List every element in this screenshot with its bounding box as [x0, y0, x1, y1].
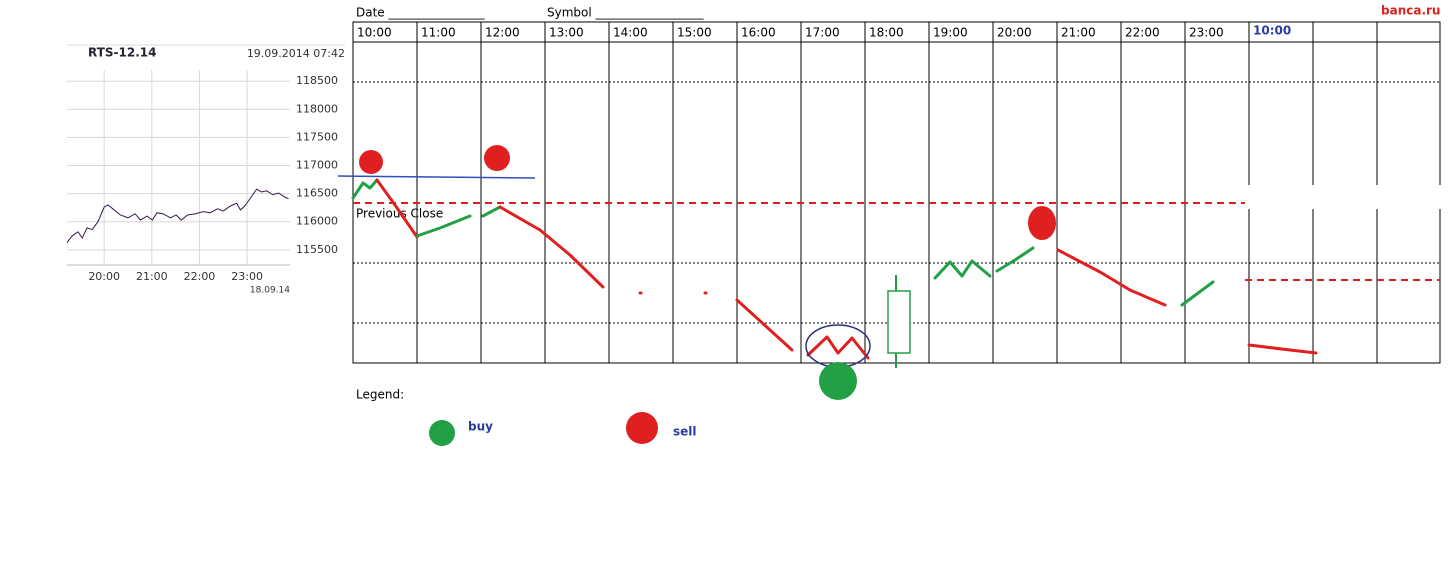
legend-buy: buy	[468, 420, 493, 434]
x-tick-label: 20:00	[88, 270, 120, 283]
hour-label: 15:00	[677, 26, 712, 40]
y-tick-label: 118500	[296, 74, 338, 87]
hour-label: 11:00	[421, 26, 456, 40]
hour-label: 19:00	[933, 26, 968, 40]
hour-label: 16:00	[741, 26, 776, 40]
hour-label: 10:00	[357, 26, 392, 40]
sell-marker	[359, 150, 383, 174]
hour-label: 22:00	[1125, 26, 1160, 40]
x-tick-label: 22:00	[184, 270, 216, 283]
hour-label: 13:00	[549, 26, 584, 40]
x-tick-label: 21:00	[136, 270, 168, 283]
x-tick-label: 23:00	[231, 270, 263, 283]
legend-buy-marker	[429, 420, 455, 446]
y-tick-label: 116000	[296, 215, 338, 228]
dotted-rows	[353, 81, 1440, 324]
hour-label: 12:00	[485, 26, 520, 40]
price-line	[66, 188, 289, 243]
y-tick-label: 116500	[296, 187, 338, 200]
hour-label: 18:00	[869, 26, 904, 40]
legend-sell-marker	[626, 412, 658, 444]
y-tick-label: 115500	[296, 243, 338, 256]
sell-marker	[484, 145, 510, 171]
hour-label: 10:00	[1253, 24, 1291, 38]
drawing	[351, 178, 1318, 360]
level-line	[337, 175, 536, 179]
y-tick-label: 118000	[296, 102, 338, 115]
brand: banca.ru	[1381, 4, 1440, 18]
columns	[416, 22, 1378, 363]
legend-sell: sell	[673, 425, 697, 439]
hour-label: 23:00	[1189, 26, 1224, 40]
hour-label: 20:00	[997, 26, 1032, 40]
y-tick-label: 117000	[296, 159, 338, 172]
buy-marker	[819, 362, 857, 400]
symbol-field: Symbol __________________	[547, 6, 705, 20]
hour-label: 21:00	[1061, 26, 1096, 40]
chart-subtitle: 19.09.2014 07:42	[247, 47, 345, 60]
date-field: Date ________________	[356, 6, 485, 20]
mini-chart: RTS-12.14 19.09.2014 07:42 18.09.14 1155…	[66, 44, 345, 296]
hour-label: 14:00	[613, 26, 648, 40]
hour-label: 17:00	[805, 26, 840, 40]
sheet: Date ________________ Symbol ___________…	[337, 4, 1445, 446]
chart-title: RTS-12.14	[88, 46, 156, 60]
candle-body	[887, 290, 911, 354]
y-tick-label: 117500	[296, 130, 338, 143]
sell-marker	[1028, 206, 1056, 240]
mask	[1245, 185, 1445, 209]
chart-footnote: 18.09.14	[250, 286, 290, 296]
legend-title: Legend:	[356, 388, 404, 402]
